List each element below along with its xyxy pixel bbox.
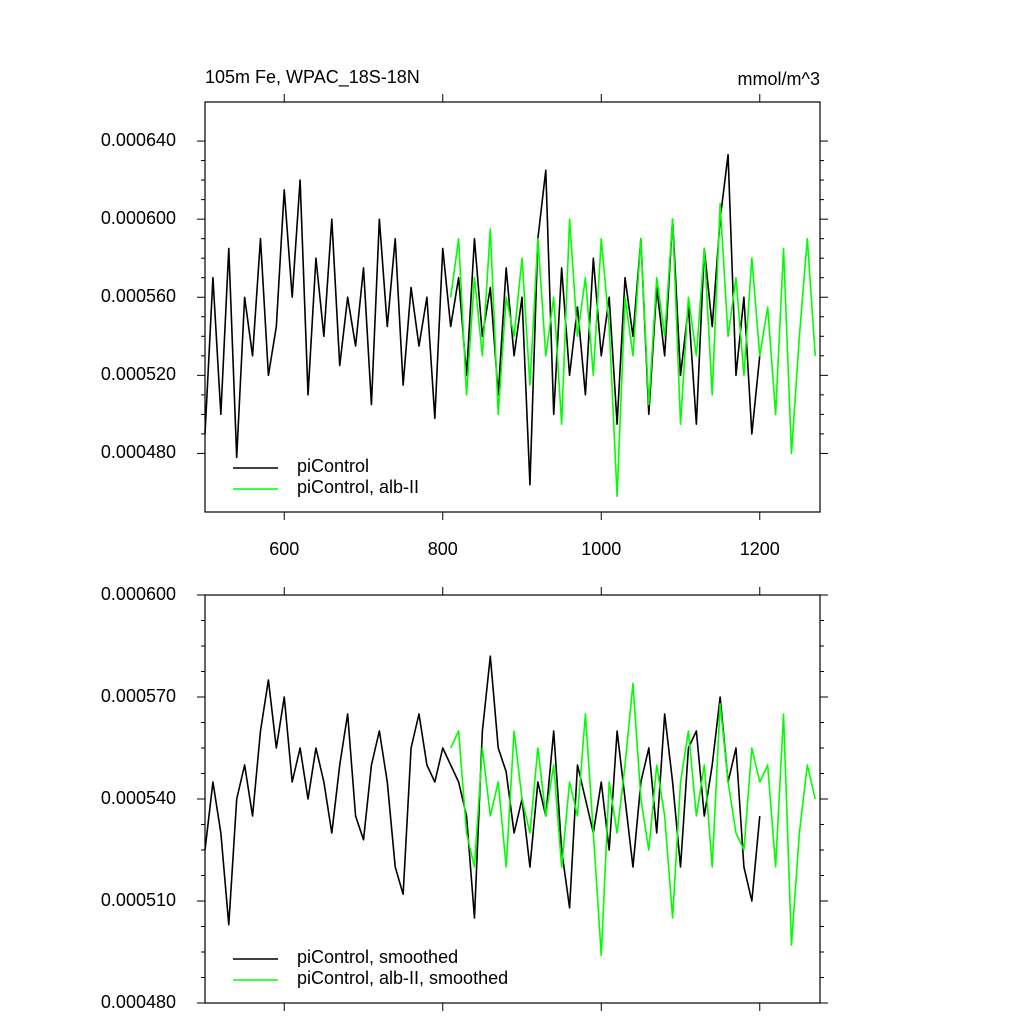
y-tick-label: 0.000480 [101, 442, 176, 462]
data-line [449, 682, 817, 957]
y-tick-label: 0.000600 [101, 208, 176, 228]
chart-title: 105m Fe, WPAC_18S-18N [205, 67, 420, 88]
y-tick-label: 0.000570 [101, 686, 176, 706]
y-tick-label: 0.000520 [101, 364, 176, 384]
x-tick-label: 800 [428, 539, 458, 559]
units-label: mmol/m^3 [738, 69, 820, 89]
legend-label: piControl, smoothed [297, 947, 458, 967]
y-tick-label: 0.000640 [101, 130, 176, 150]
y-tick-label: 0.000540 [101, 788, 176, 808]
plot-frame [204, 594, 821, 1004]
data-line [204, 153, 761, 486]
data-line [449, 202, 817, 498]
legend-label: piControl, alb-II [297, 477, 419, 497]
data-line [204, 655, 761, 926]
legend-label: piControl, alb-II, smoothed [297, 968, 508, 988]
y-tick-label: 0.000480 [101, 992, 176, 1012]
x-tick-label: 600 [269, 539, 299, 559]
plot-frame [204, 101, 821, 513]
x-tick-label: 1000 [581, 539, 621, 559]
y-tick-label: 0.000510 [101, 890, 176, 910]
x-tick-label: 1200 [740, 539, 780, 559]
legend-label: piControl [297, 456, 369, 476]
y-tick-label: 0.000560 [101, 286, 176, 306]
y-tick-label: 0.000600 [101, 584, 176, 604]
